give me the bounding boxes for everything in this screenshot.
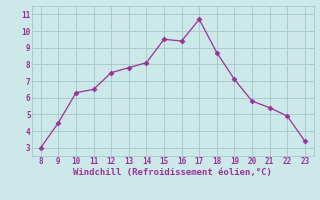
X-axis label: Windchill (Refroidissement éolien,°C): Windchill (Refroidissement éolien,°C) — [73, 168, 272, 177]
